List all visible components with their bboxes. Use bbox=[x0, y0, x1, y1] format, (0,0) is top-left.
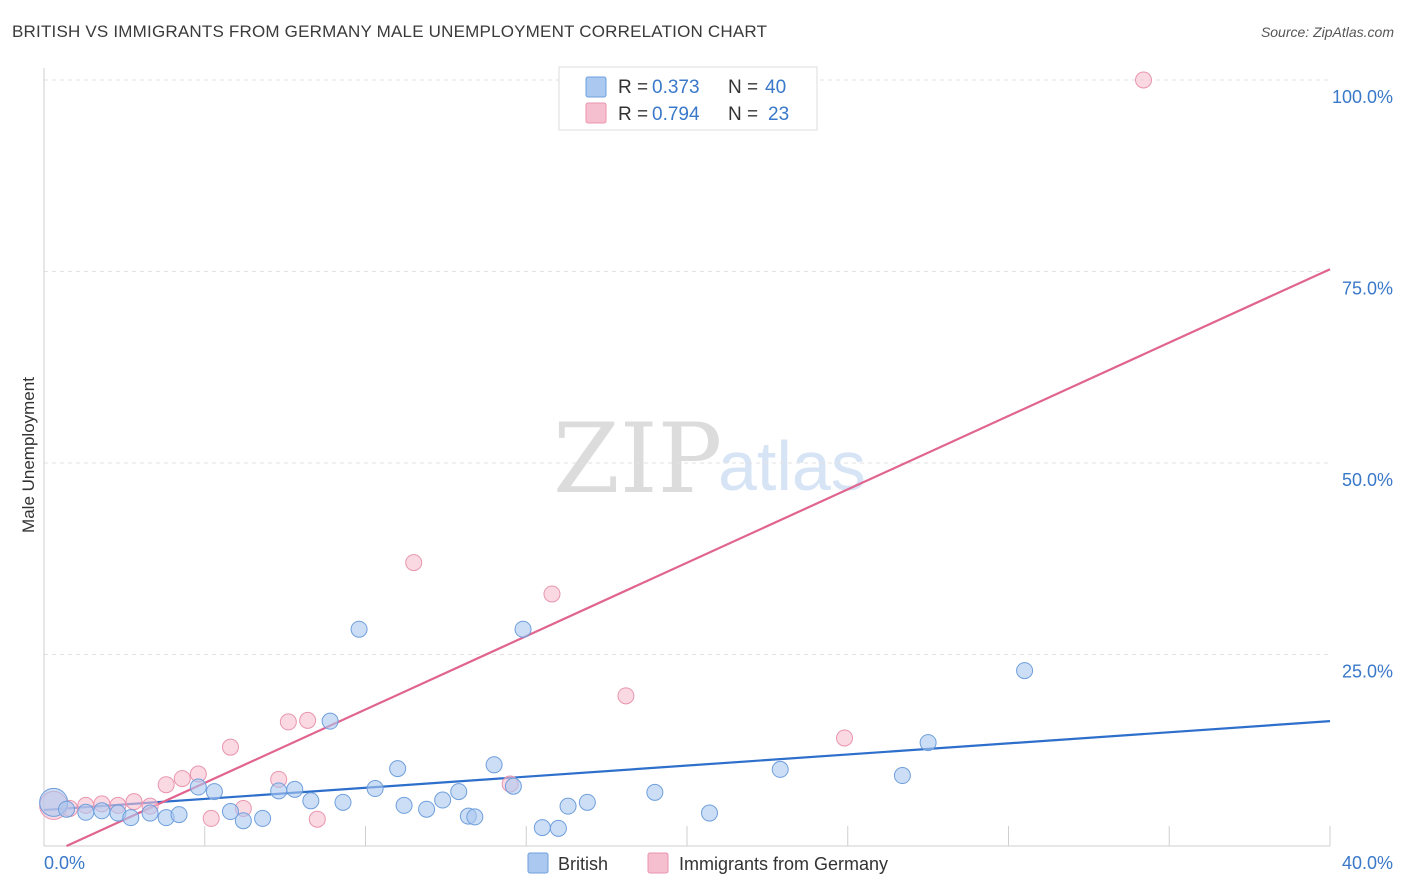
source-credit: Source: ZipAtlas.com bbox=[1260, 24, 1394, 40]
point-british bbox=[559, 797, 577, 815]
point-british bbox=[646, 783, 664, 801]
y-tick-label: 25.0% bbox=[1342, 662, 1393, 682]
stats-r-value-1: 0.373 bbox=[652, 77, 700, 98]
point-british bbox=[77, 803, 95, 821]
trend-line-british bbox=[43, 720, 1331, 812]
point-germany bbox=[125, 793, 143, 811]
point-british bbox=[919, 734, 937, 752]
point-british bbox=[434, 791, 452, 809]
point-germany bbox=[299, 711, 317, 729]
x-tick-label: 0.0% bbox=[44, 853, 85, 873]
point-germany bbox=[617, 687, 635, 705]
stats-n-value-2: 23 bbox=[768, 104, 789, 125]
point-germany bbox=[202, 809, 220, 827]
point-british bbox=[334, 793, 352, 811]
point-british bbox=[234, 812, 252, 830]
point-british bbox=[578, 793, 596, 811]
point-germany bbox=[157, 776, 175, 794]
point-british bbox=[170, 806, 188, 824]
stats-r-value-2: 0.794 bbox=[652, 104, 700, 125]
stats-n-value-1: 40 bbox=[765, 77, 786, 98]
tick-labels: 25.0% 50.0% 75.0% 100.0% 0.0% 40.0% bbox=[44, 87, 1393, 873]
point-british bbox=[395, 796, 413, 814]
point-british bbox=[122, 809, 140, 827]
point-germany bbox=[221, 738, 239, 756]
point-british bbox=[771, 760, 789, 778]
point-british bbox=[321, 712, 339, 730]
stats-swatch-germany bbox=[585, 102, 607, 124]
legend-label-germany: Immigrants from Germany bbox=[679, 854, 888, 874]
point-british bbox=[254, 809, 272, 827]
point-germany bbox=[405, 554, 423, 572]
point-british bbox=[93, 802, 111, 820]
grid bbox=[44, 79, 1330, 655]
point-british bbox=[366, 780, 384, 798]
watermark-zip: ZIP bbox=[553, 403, 722, 515]
y-tick-label: 75.0% bbox=[1342, 279, 1393, 299]
point-british bbox=[189, 778, 207, 796]
point-british bbox=[466, 808, 484, 826]
stats-r-label-2: R = bbox=[618, 104, 648, 125]
point-british bbox=[418, 800, 436, 818]
stats-n-label-1: N = bbox=[728, 77, 758, 98]
point-british bbox=[270, 782, 288, 800]
watermark-atlas: atlas bbox=[718, 427, 866, 505]
y-axis-label: Male Unemployment bbox=[19, 377, 38, 533]
point-british bbox=[302, 792, 320, 810]
point-germany bbox=[308, 810, 326, 828]
point-germany bbox=[279, 713, 297, 731]
stats-box: R = 0.373 N = 40 R = 0.794 N = 23 bbox=[558, 66, 818, 131]
legend-swatch-germany bbox=[647, 852, 669, 874]
point-british bbox=[350, 620, 368, 638]
point-british bbox=[389, 760, 407, 778]
stats-swatch-british bbox=[585, 76, 607, 98]
y-tick-label: 100.0% bbox=[1332, 87, 1393, 107]
point-british bbox=[504, 777, 522, 795]
point-british bbox=[701, 804, 719, 822]
point-british bbox=[1016, 662, 1034, 680]
legend-swatch-british bbox=[527, 852, 549, 874]
trend-lines bbox=[43, 268, 1331, 848]
point-british bbox=[286, 780, 304, 798]
trend-line-germany bbox=[66, 268, 1331, 848]
stats-r-label-1: R = bbox=[618, 77, 648, 98]
point-british bbox=[141, 804, 159, 822]
legend-label-british: British bbox=[558, 854, 608, 874]
chart-title: BRITISH VS IMMIGRANTS FROM GERMANY MALE … bbox=[12, 22, 768, 41]
point-british bbox=[58, 800, 76, 818]
y-tick-label: 50.0% bbox=[1342, 470, 1393, 490]
point-british bbox=[205, 783, 223, 801]
x-tick-label: 40.0% bbox=[1342, 853, 1393, 873]
point-germany bbox=[836, 729, 854, 747]
point-germany bbox=[543, 585, 561, 603]
point-british bbox=[450, 783, 468, 801]
stats-n-label-2: N = bbox=[728, 104, 758, 125]
point-british bbox=[485, 756, 503, 774]
point-germany bbox=[173, 770, 191, 788]
point-germany bbox=[1135, 71, 1153, 89]
point-british bbox=[221, 803, 239, 821]
point-british bbox=[533, 819, 551, 837]
point-british bbox=[514, 620, 532, 638]
point-british bbox=[893, 767, 911, 785]
point-british bbox=[549, 819, 567, 837]
legend: British Immigrants from Germany bbox=[527, 852, 888, 874]
axes bbox=[43, 68, 1331, 847]
data-points bbox=[39, 71, 1153, 837]
